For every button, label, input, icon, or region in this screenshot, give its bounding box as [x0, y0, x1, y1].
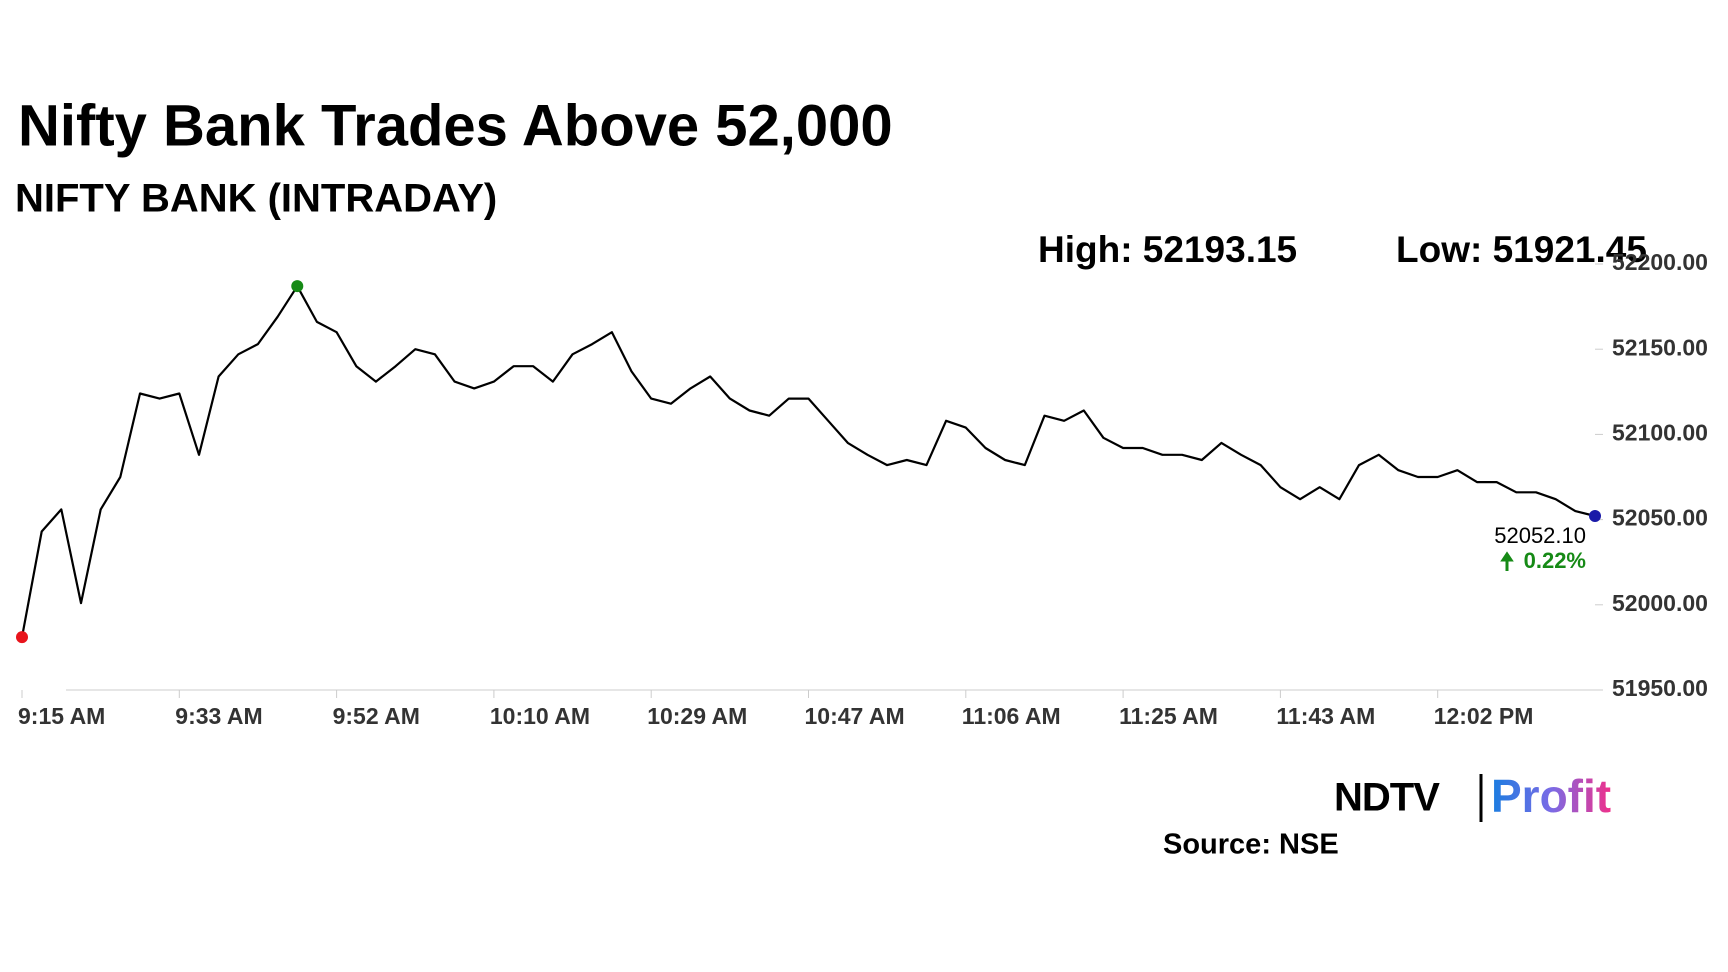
y-tick-label: 51950.00 — [1612, 675, 1708, 701]
x-tick-label: 11:06 AM — [962, 703, 1061, 729]
x-tick-label: 12:02 PM — [1434, 703, 1534, 729]
high-annotation: High: 52193.15 — [1038, 229, 1297, 270]
y-tick-label: 52050.00 — [1612, 505, 1708, 531]
last-marker — [1589, 510, 1601, 523]
x-tick-label: 10:47 AM — [805, 703, 905, 729]
chart-title: Nifty Bank Trades Above 52,000 — [18, 93, 893, 158]
x-tick-label: 9:52 AM — [333, 703, 420, 729]
price-line — [20, 285, 1596, 638]
x-tick-label: 10:29 AM — [647, 703, 747, 729]
x-tick-label: 11:25 AM — [1119, 703, 1218, 729]
x-tick-label: 9:15 AM — [18, 703, 105, 729]
change-label: 0.22% — [1524, 548, 1586, 573]
x-tick-label: 9:33 AM — [175, 703, 262, 729]
source: Source: NSE — [1163, 829, 1339, 861]
low-marker — [16, 631, 28, 644]
last-value-label: 52052.10 — [1494, 523, 1586, 548]
x-tick-label: 10:10 AM — [490, 703, 590, 729]
low-annotation: Low: 51921.45 — [1396, 229, 1647, 270]
x-tick-label: 11:43 AM — [1276, 703, 1375, 729]
up-arrow — [1500, 551, 1514, 572]
y-tick-label: 52100.00 — [1612, 419, 1708, 445]
y-tick-label: 52000.00 — [1612, 590, 1708, 616]
high-marker — [291, 280, 304, 293]
logo-profit: Profit — [1491, 770, 1611, 822]
y-tick-label: 52150.00 — [1612, 334, 1708, 360]
y-tick-label: 52200.00 — [1612, 249, 1708, 275]
chart-subtitle: NIFTY BANK (INTRADAY) — [15, 177, 497, 221]
logo-ndtv: NDTV — [1334, 776, 1440, 820]
